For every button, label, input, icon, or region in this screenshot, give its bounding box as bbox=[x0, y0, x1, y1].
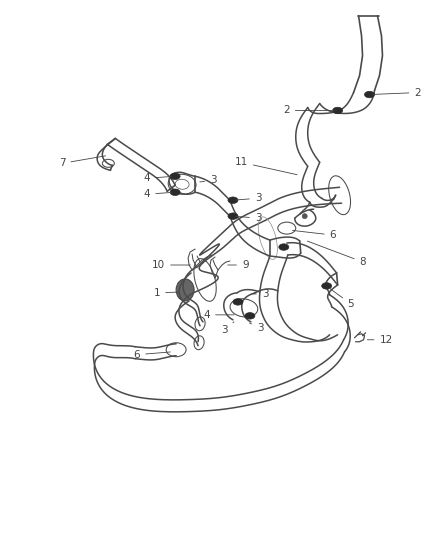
Text: 4: 4 bbox=[144, 189, 171, 199]
Ellipse shape bbox=[228, 197, 238, 204]
Text: 5: 5 bbox=[330, 288, 354, 309]
Text: 3: 3 bbox=[252, 289, 268, 299]
Text: 4: 4 bbox=[203, 310, 234, 320]
Text: 8: 8 bbox=[307, 241, 366, 267]
Ellipse shape bbox=[228, 213, 238, 220]
Text: 11: 11 bbox=[235, 157, 297, 175]
Ellipse shape bbox=[321, 282, 332, 289]
Text: 1: 1 bbox=[154, 288, 179, 298]
Text: 6: 6 bbox=[293, 230, 336, 240]
Ellipse shape bbox=[245, 312, 255, 319]
Text: 3: 3 bbox=[200, 175, 217, 185]
Ellipse shape bbox=[233, 298, 243, 305]
Text: 4: 4 bbox=[144, 173, 171, 183]
Ellipse shape bbox=[279, 244, 289, 251]
Ellipse shape bbox=[332, 107, 343, 114]
Ellipse shape bbox=[302, 214, 307, 219]
Text: 3: 3 bbox=[221, 322, 234, 335]
Text: 3: 3 bbox=[250, 323, 264, 333]
Text: 12: 12 bbox=[367, 335, 393, 345]
Text: 3: 3 bbox=[236, 213, 261, 223]
Text: 3: 3 bbox=[236, 193, 261, 203]
Text: 2: 2 bbox=[372, 87, 421, 98]
Ellipse shape bbox=[364, 91, 374, 98]
Text: 10: 10 bbox=[152, 260, 190, 270]
Ellipse shape bbox=[170, 189, 180, 196]
Ellipse shape bbox=[176, 279, 194, 301]
Ellipse shape bbox=[170, 173, 180, 180]
Text: 7: 7 bbox=[59, 156, 106, 168]
Text: 6: 6 bbox=[134, 350, 170, 360]
Text: 9: 9 bbox=[228, 260, 248, 270]
Text: 2: 2 bbox=[283, 106, 335, 116]
